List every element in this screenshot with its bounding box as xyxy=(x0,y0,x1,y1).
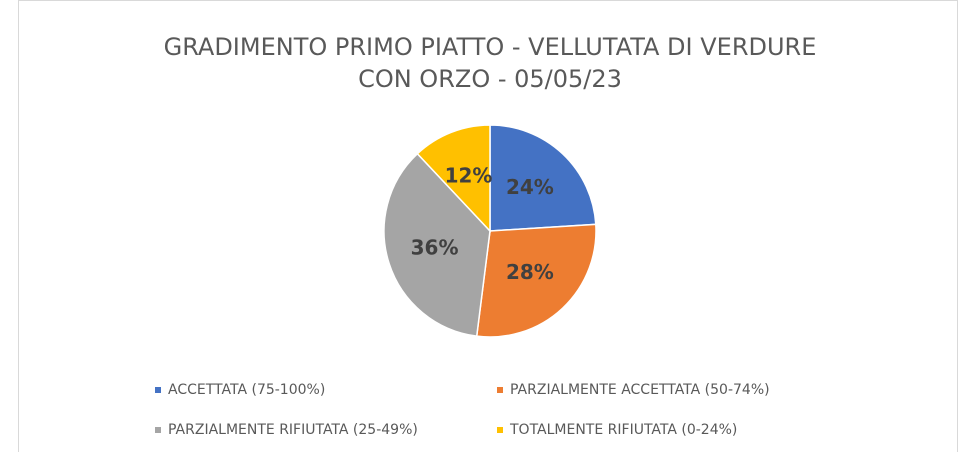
legend-label: ACCETTATA (75-100%) xyxy=(168,382,325,398)
data-label: 12% xyxy=(445,163,493,187)
data-label: 36% xyxy=(411,236,459,260)
chart-title: GRADIMENTO PRIMO PIATTO - VELLUTATA DI V… xyxy=(164,33,817,61)
pie-slice xyxy=(416,124,491,233)
legend-swatch xyxy=(155,387,161,393)
pie-slice xyxy=(489,124,597,232)
pie-slice xyxy=(383,152,491,338)
legend-swatch xyxy=(155,427,161,433)
legend-label: PARZIALMENTE RIFIUTATA (25-49%) xyxy=(168,422,418,438)
legend-label: PARZIALMENTE ACCETTATA (50-74%) xyxy=(510,382,770,398)
data-label: 28% xyxy=(506,260,554,284)
chart-title: CON ORZO - 05/05/23 xyxy=(358,65,622,93)
legend-swatch xyxy=(497,427,503,433)
legend-swatch xyxy=(497,387,503,393)
data-label: 24% xyxy=(506,175,554,199)
pie-slice xyxy=(475,223,597,338)
legend-label: TOTALMENTE RIFIUTATA (0-24%) xyxy=(509,422,737,438)
